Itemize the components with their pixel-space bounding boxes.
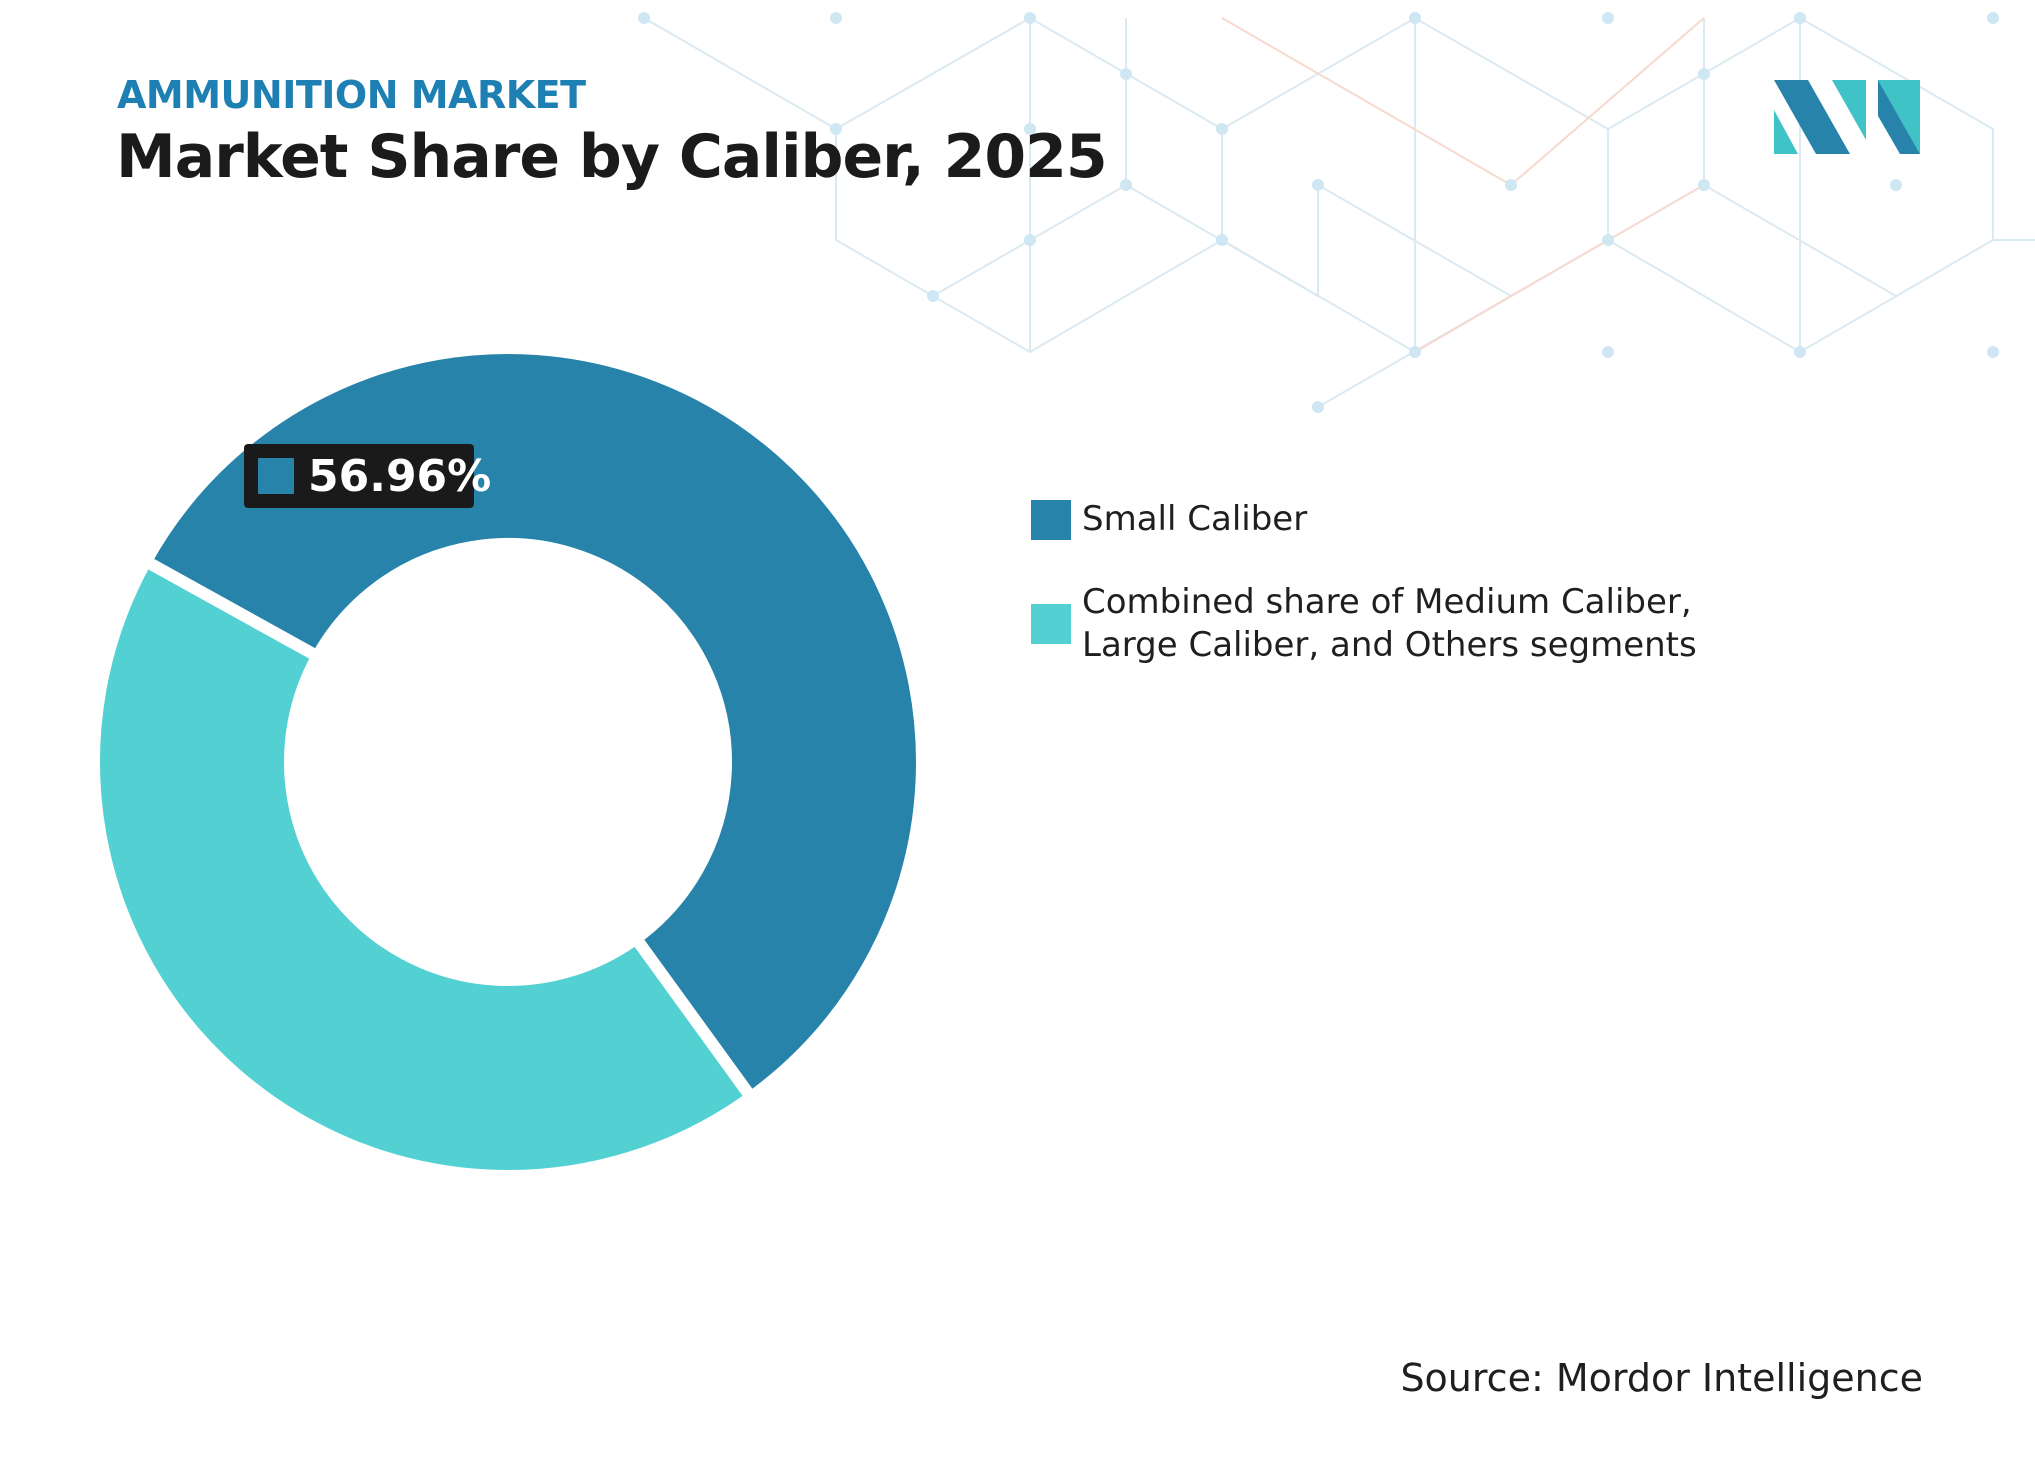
legend-label-small-caliber: Small Caliber bbox=[1082, 499, 1308, 539]
slice-value-label-swatch bbox=[258, 458, 294, 494]
donut-slices bbox=[88, 342, 928, 1182]
slice-value-label-box bbox=[244, 444, 474, 508]
slice-value-label: 56.96% bbox=[244, 444, 491, 508]
donut-slice-combined-share bbox=[88, 553, 760, 1182]
chart-legend: Small Caliber Combined share of Medium C… bbox=[1031, 498, 1731, 707]
source-note: Source: Mordor Intelligence bbox=[1400, 1356, 1923, 1400]
slice-value-label-text: 56.96% bbox=[308, 451, 491, 502]
background-hexagon-pattern bbox=[638, 12, 2035, 413]
donut-chart: 56.96% bbox=[88, 342, 928, 1182]
legend-label-combined-share: Combined share of Medium Caliber, Large … bbox=[1082, 582, 1697, 665]
chart-title: Market Share by Caliber, 2025 bbox=[116, 122, 1108, 192]
legend-item-combined-share: Combined share of Medium Caliber, Large … bbox=[1031, 581, 1731, 667]
legend-swatch-combined-share bbox=[1031, 604, 1071, 644]
legend-item-small-caliber: Small Caliber bbox=[1031, 498, 1731, 541]
donut-slice-small-caliber bbox=[137, 342, 928, 1106]
legend-swatch-small-caliber bbox=[1031, 499, 1071, 540]
chart-subtitle: AMMUNITION MARKET bbox=[117, 73, 586, 117]
mordor-intelligence-logo-icon bbox=[1774, 80, 1920, 154]
